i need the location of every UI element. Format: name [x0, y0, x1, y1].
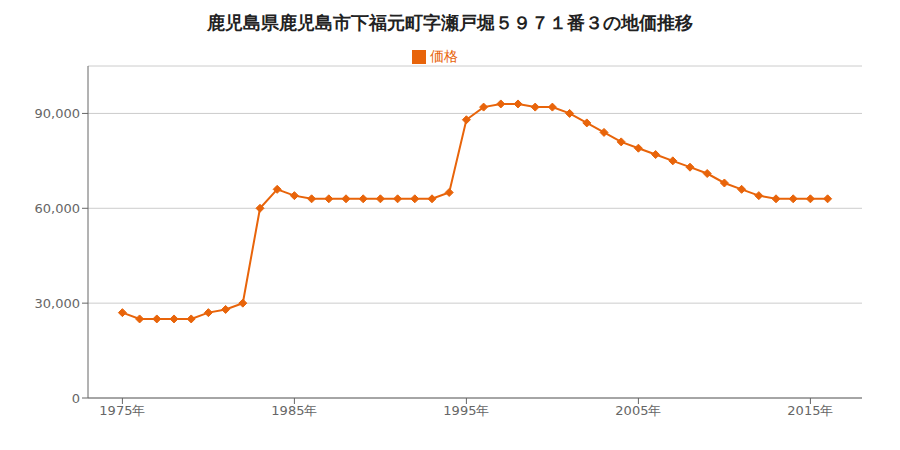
svg-text:1985年: 1985年: [271, 403, 317, 418]
svg-text:2015年: 2015年: [787, 403, 833, 418]
svg-text:30,000: 30,000: [35, 296, 81, 311]
svg-text:1975年: 1975年: [99, 403, 145, 418]
svg-text:2005年: 2005年: [615, 403, 661, 418]
svg-text:0: 0: [72, 391, 80, 406]
svg-text:90,000: 90,000: [35, 106, 81, 121]
html-text:鹿児島県鹿児島市下福元町字瀬戸堀５９７１番３の地価推移: 鹿児島県鹿児島市下福元町字瀬戸堀５９７１番３の地価推移: [207, 12, 693, 33]
html-text:価格: 価格: [430, 48, 458, 64]
svg-text:1995年: 1995年: [443, 403, 489, 418]
svg-text:60,000: 60,000: [35, 201, 81, 216]
